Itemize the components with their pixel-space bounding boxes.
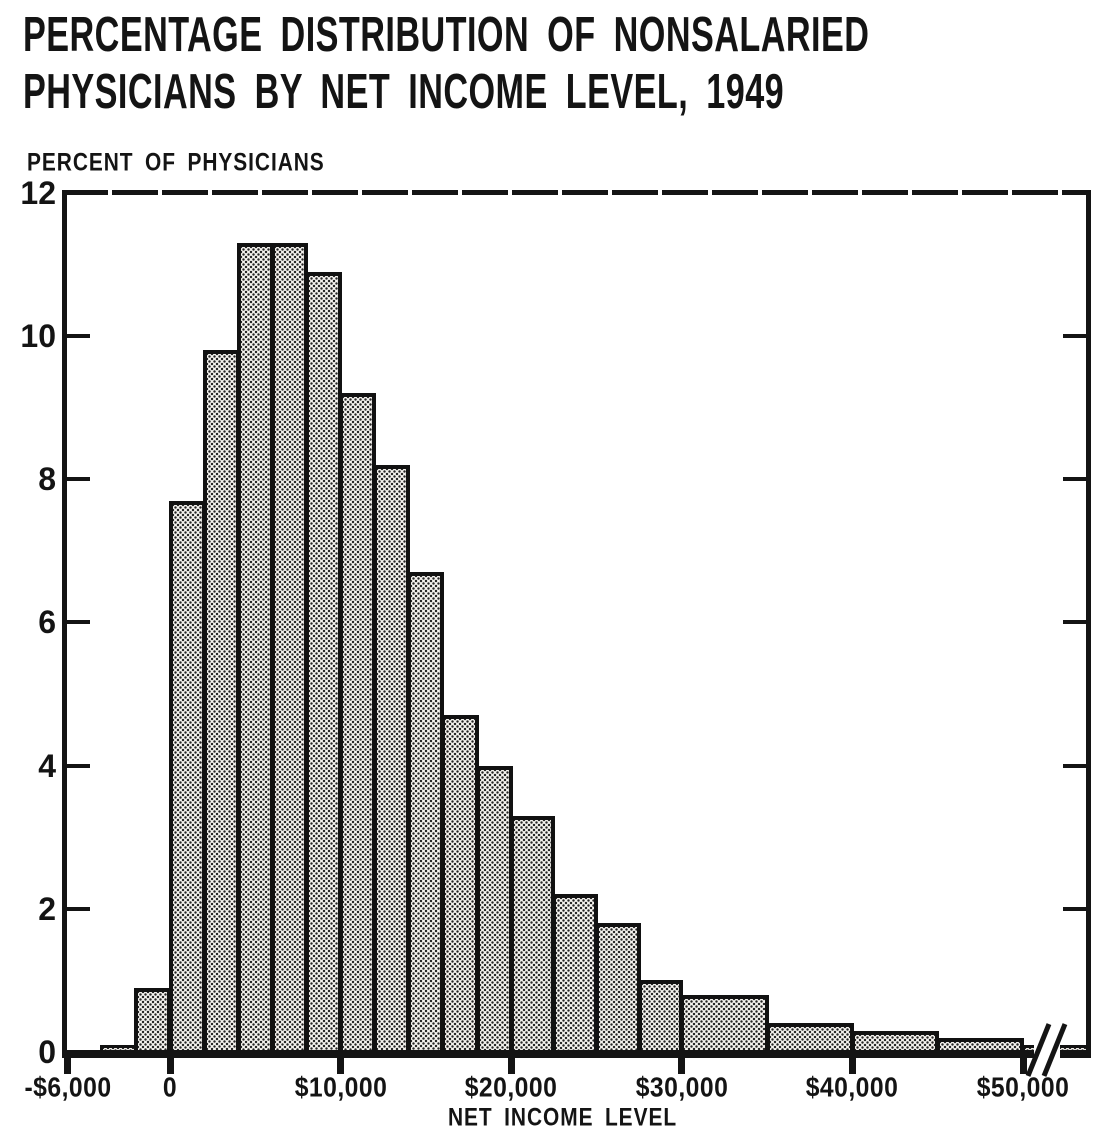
plot-frame-top [62,190,1091,195]
histogram-bar [373,464,411,1056]
x-tick-label: $20,000 [464,1071,558,1103]
y-tick-label: 6 [38,604,56,641]
y-tick-right [1063,906,1086,911]
x-tick-label: $30,000 [635,1071,729,1103]
x-tick [64,1052,72,1074]
histogram-bar [509,815,556,1056]
histogram-bar [637,980,684,1056]
x-tick-label: $40,000 [806,1071,899,1103]
x-axis-line [62,1050,1091,1058]
y-tick-label: 0 [38,1034,56,1070]
chart-title-line-1: PERCENTAGE DISTRIBUTION OF NONSALARIED [23,8,870,63]
x-tick [848,1052,856,1074]
histogram-bar [236,242,274,1056]
x-tick-label: $10,000 [294,1071,387,1103]
plot-frame-right [1086,190,1091,1058]
histogram-bar [441,715,479,1056]
y-tick-label: 10 [20,318,56,354]
histogram-bar [595,923,641,1056]
x-tick [678,1052,686,1074]
x-tick [507,1052,515,1074]
y-tick-right [1063,620,1086,625]
y-tick-left [67,620,90,625]
x-tick-label: -$6,000 [24,1071,112,1103]
x-tick [337,1052,345,1074]
y-tick-right [1063,763,1086,768]
plot-frame-left [62,190,67,1058]
y-tick-left [67,906,90,911]
histogram-bar [202,350,240,1056]
histogram-bar [552,894,598,1056]
y-tick-label: 4 [38,747,56,784]
y-tick-left [67,477,90,482]
y-tick-label: 8 [38,461,56,498]
y-axis-unit-label: PERCENT OF PHYSICIANS [27,148,325,176]
histogram-bar [270,242,308,1056]
x-tick [166,1052,174,1074]
y-tick-label: 2 [38,890,56,927]
y-tick-right [1063,334,1086,338]
chart-title-line-2: PHYSICIANS BY NET INCOME LEVEL, 1949 [23,65,785,120]
x-tick [1019,1052,1027,1074]
histogram-bar [304,271,343,1056]
histogram-bar [339,393,377,1056]
histogram-bar [475,765,513,1056]
x-tick-label: $50,000 [976,1071,1070,1103]
histogram-bar [407,572,445,1056]
y-tick-label: 12 [20,174,56,211]
histogram-bar [168,500,206,1056]
y-tick-left [67,334,90,338]
histogram-bar [680,994,769,1056]
x-tick-label: 0 [162,1071,178,1103]
y-tick-left [67,763,90,768]
y-tick-right [1063,477,1086,482]
histogram-bar [134,987,172,1056]
x-axis-title: NET INCOME LEVEL [448,1103,678,1131]
